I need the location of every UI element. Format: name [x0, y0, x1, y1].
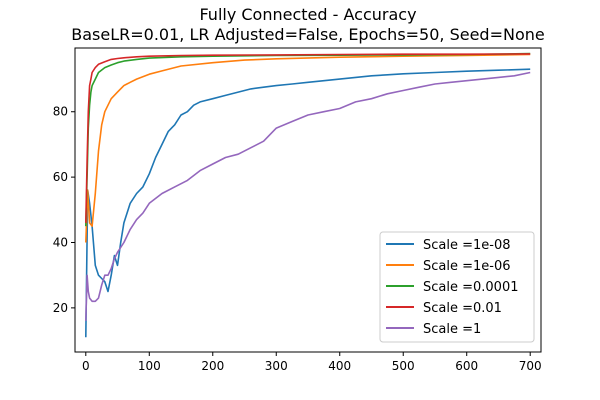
- y-tick-label: 80: [53, 105, 68, 119]
- x-tick-label: 300: [265, 359, 288, 373]
- legend: Scale =1e-08 Scale =1e-06 Scale =0.0001 Sca…: [379, 231, 535, 343]
- x-tick-label: 100: [138, 359, 161, 373]
- legend-item-label: Scale =0.01: [423, 301, 502, 316]
- series-line-1: [85, 68, 531, 338]
- legend-item-label: Scale =1e-06: [423, 259, 511, 274]
- x-tick-label: 0: [82, 359, 90, 373]
- x-tick-label: 200: [201, 359, 224, 373]
- legend-item-label: Scale =0.0001: [423, 280, 519, 295]
- x-tick-label: 500: [392, 359, 415, 373]
- legend-box: [379, 231, 535, 343]
- y-tick-label: 20: [53, 301, 68, 315]
- x-tick-label: 600: [455, 359, 478, 373]
- legend-item-label: Scale =1e-08: [423, 238, 511, 253]
- chart-subtitle: BaseLR=0.01, LR Adjusted=False, Epochs=5…: [71, 25, 544, 44]
- series-line-5: [85, 71, 531, 321]
- y-tick-label: 60: [53, 170, 68, 184]
- x-tick-label: 400: [328, 359, 351, 373]
- chart-title: Fully Connected - Accuracy: [199, 5, 416, 24]
- series-line-4: [85, 53, 531, 223]
- plot-area: [85, 52, 531, 338]
- series-line-2: [85, 53, 531, 243]
- axes-frame: [74, 47, 542, 353]
- legend-item-label: Scale =1: [423, 322, 481, 337]
- y-tick-label: 40: [53, 235, 68, 249]
- x-tick-label: 700: [519, 359, 542, 373]
- axes: 0 100 200 300 400 500 600 700 20 40 60 80: [53, 47, 542, 373]
